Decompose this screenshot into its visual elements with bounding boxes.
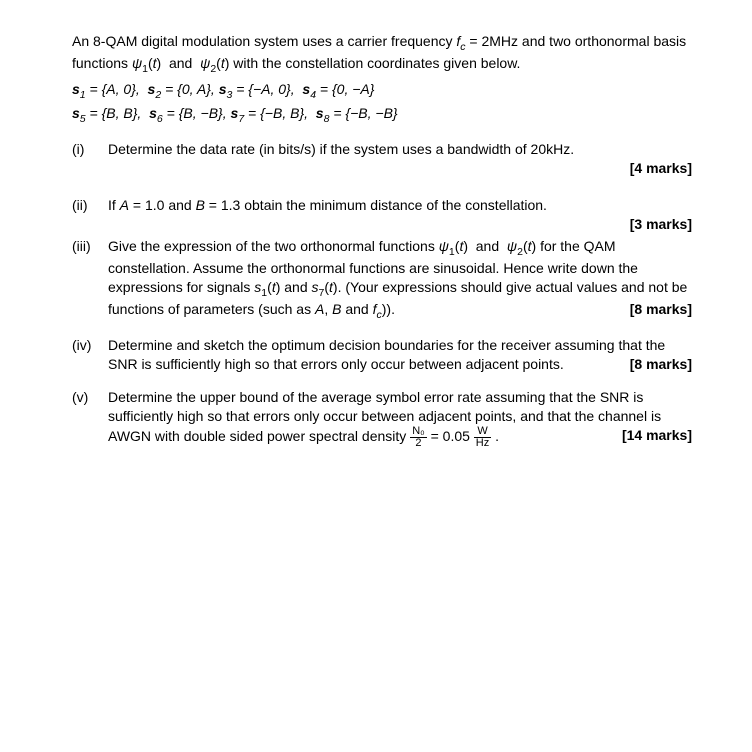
question-number: (iii)	[72, 237, 108, 322]
question-iii: (iii) Give the expression of the two ort…	[72, 237, 692, 322]
question-text: Determine the data rate (in bits/s) if t…	[108, 141, 574, 157]
frac-top: N₀	[410, 426, 427, 438]
question-v: (v) Determine the upper bound of the ave…	[72, 388, 692, 449]
frac-bot: 2	[410, 438, 427, 449]
question-text-b: = 0.05	[427, 428, 474, 444]
question-i: (i) Determine the data rate (in bits/s) …	[72, 140, 692, 178]
frac-top: W	[474, 426, 491, 438]
question-number: (v)	[72, 388, 108, 449]
question-marks: [14 marks]	[622, 426, 692, 445]
question-iv: (iv) Determine and sketch the optimum de…	[72, 336, 692, 374]
question-number: (i)	[72, 140, 108, 178]
exam-page: An 8-QAM digital modulation system uses …	[0, 0, 752, 481]
question-body: If A = 1.0 and B = 1.3 obtain the minimu…	[108, 196, 692, 234]
constellation-line-2: s5 = {B, B}, s6 = {B, −B}, s7 = {−B, B},…	[72, 104, 692, 126]
question-marks: [4 marks]	[108, 159, 692, 178]
question-number: (iv)	[72, 336, 108, 374]
frac-bot: Hz	[474, 438, 491, 449]
question-marks: [8 marks]	[630, 300, 692, 319]
intro-paragraph: An 8-QAM digital modulation system uses …	[72, 32, 692, 76]
question-number: (ii)	[72, 196, 108, 234]
question-body: Determine the upper bound of the average…	[108, 388, 692, 449]
question-body: Determine the data rate (in bits/s) if t…	[108, 140, 692, 178]
question-text-c: .	[491, 428, 499, 444]
question-text-a: Determine the upper bound of the average…	[108, 389, 661, 444]
question-body: Determine and sketch the optimum decisio…	[108, 336, 692, 374]
question-marks: [3 marks]	[108, 215, 692, 234]
question-ii: (ii) If A = 1.0 and B = 1.3 obtain the m…	[72, 196, 692, 234]
question-body: Give the expression of the two orthonorm…	[108, 237, 692, 322]
constellation-line-1: s1 = {A, 0}, s2 = {0, A}, s3 = {−A, 0}, …	[72, 80, 692, 102]
question-marks: [8 marks]	[630, 355, 692, 374]
